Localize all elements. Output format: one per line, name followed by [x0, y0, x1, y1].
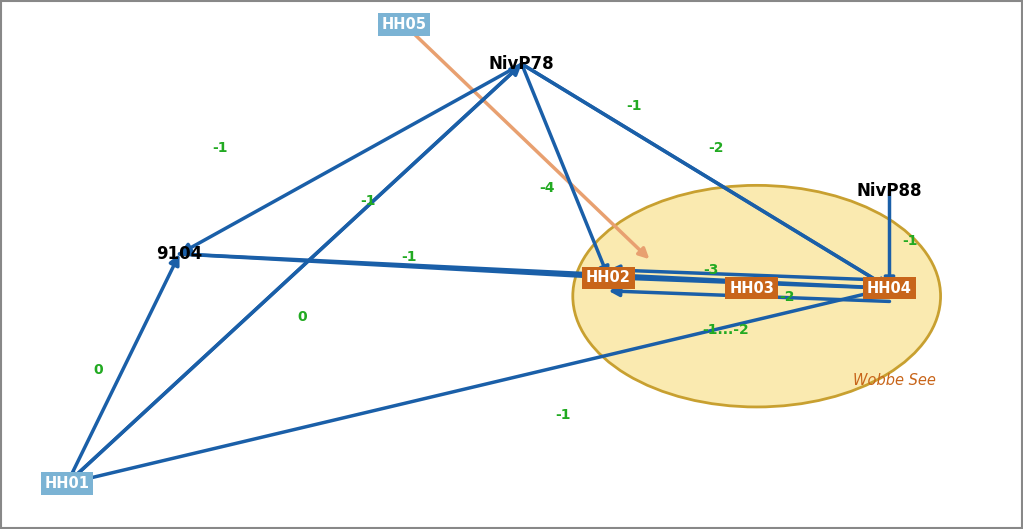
Text: 0: 0: [298, 311, 307, 324]
Text: NivP88: NivP88: [856, 181, 923, 199]
Text: NivP78: NivP78: [489, 55, 554, 73]
Text: 9104: 9104: [157, 245, 203, 263]
Text: 0: 0: [93, 363, 102, 377]
Text: -1: -1: [361, 194, 376, 208]
Text: -2: -2: [708, 141, 723, 156]
Text: -1: -1: [902, 234, 918, 248]
Text: -1: -1: [554, 408, 571, 422]
Text: HH02: HH02: [586, 270, 631, 285]
Text: -2: -2: [780, 290, 795, 304]
Text: HH03: HH03: [729, 281, 774, 296]
Text: -3: -3: [703, 263, 718, 277]
Text: Wobbe See: Wobbe See: [853, 373, 936, 388]
Text: -1: -1: [402, 250, 417, 263]
Text: HH04: HH04: [868, 281, 911, 296]
Ellipse shape: [573, 185, 940, 407]
Text: -4: -4: [539, 181, 555, 195]
Text: HH05: HH05: [382, 17, 427, 32]
Text: -1...-2: -1...-2: [703, 323, 750, 338]
Text: HH01: HH01: [45, 476, 90, 491]
Text: -1: -1: [213, 141, 228, 156]
Text: -1: -1: [626, 99, 641, 113]
